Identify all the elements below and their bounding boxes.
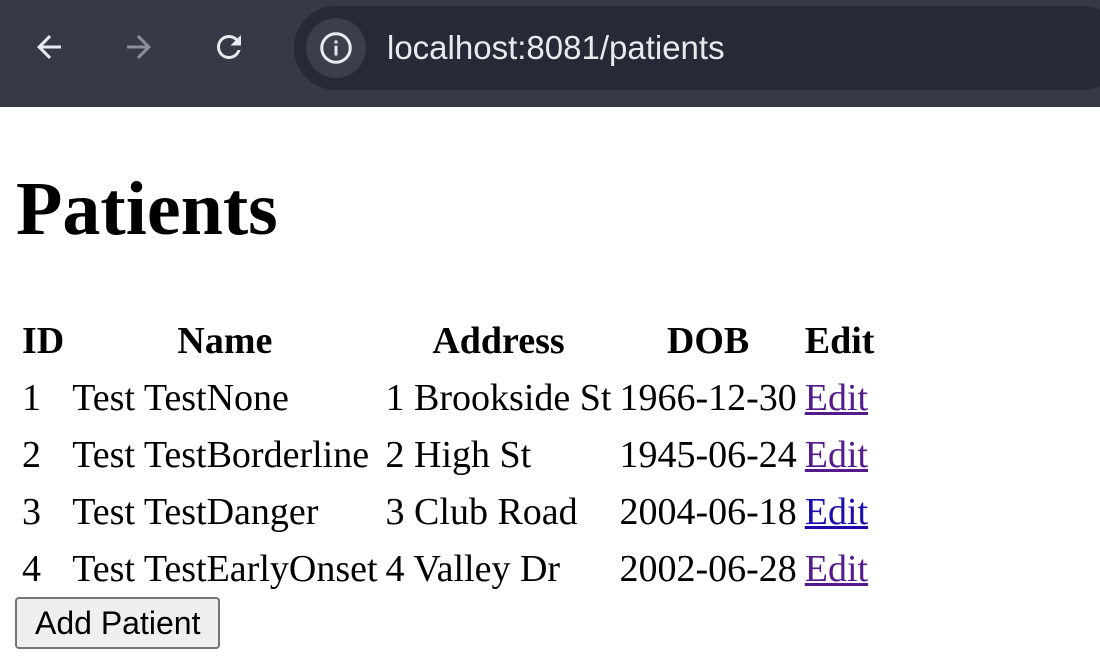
cell-name: Test TestNone	[72, 377, 289, 419]
table-row: 3 Test TestDanger 3 Club Road 2004-06-18…	[20, 486, 876, 539]
arrow-right-icon	[127, 35, 151, 59]
cell-address: 3 Club Road	[385, 491, 578, 533]
browser-toolbar: localhost:8081/patients	[0, 0, 1100, 107]
add-patient-button[interactable]: Add Patient	[15, 597, 221, 649]
cell-address: 4 Valley Dr	[385, 548, 561, 590]
header-name: Name	[177, 320, 273, 362]
cell-dob: 1966-12-30	[619, 377, 797, 419]
cell-edit: Edit	[803, 486, 877, 539]
back-button[interactable]	[26, 24, 72, 70]
edit-link[interactable]: Edit	[804, 548, 869, 590]
cell-edit: Edit	[803, 543, 877, 596]
header-address: Address	[432, 320, 565, 362]
header-edit: Edit	[804, 320, 875, 362]
cell-edit: Edit	[803, 372, 877, 425]
cell-dob: 2004-06-18	[619, 491, 797, 533]
table-row: 4 Test TestEarlyOnset 4 Valley Dr 2002-0…	[20, 543, 876, 596]
edit-link[interactable]: Edit	[804, 377, 869, 419]
cell-name: Test TestEarlyOnset	[72, 548, 378, 590]
edit-link[interactable]: Edit	[804, 491, 869, 533]
edit-link[interactable]: Edit	[804, 434, 869, 476]
page-title: Patients	[16, 167, 278, 251]
cell-id: 3	[22, 491, 41, 533]
cell-edit: Edit	[803, 429, 877, 482]
table-row: 2 Test TestBorderline 2 High St 1945-06-…	[20, 429, 876, 482]
cell-id: 2	[22, 434, 41, 476]
url-text[interactable]: localhost:8081/patients	[387, 29, 725, 66]
header-id: ID	[22, 320, 65, 362]
cell-dob: 2002-06-28	[619, 548, 797, 590]
cell-dob: 1945-06-24	[619, 434, 797, 476]
reload-button[interactable]	[206, 24, 252, 70]
cell-id: 1	[22, 377, 41, 419]
reload-icon	[216, 34, 241, 59]
cell-address: 1 Brookside St	[385, 377, 612, 419]
cell-address: 2 High St	[385, 434, 532, 476]
forward-button[interactable]	[116, 24, 162, 70]
info-icon	[320, 32, 352, 64]
cell-name: Test TestDanger	[72, 491, 319, 533]
table-header-row: ID Name Address DOB Edit	[20, 315, 876, 368]
cell-id: 4	[22, 548, 41, 590]
arrow-left-icon	[37, 35, 61, 59]
cell-name: Test TestBorderline	[72, 434, 370, 476]
site-info-button[interactable]	[306, 18, 366, 78]
patients-table: ID Name Address DOB Edit 1 Test TestNone…	[16, 311, 880, 600]
header-dob: DOB	[666, 320, 750, 362]
table-row: 1 Test TestNone 1 Brookside St 1966-12-3…	[20, 372, 876, 425]
address-bar[interactable]: localhost:8081/patients	[294, 6, 1100, 90]
